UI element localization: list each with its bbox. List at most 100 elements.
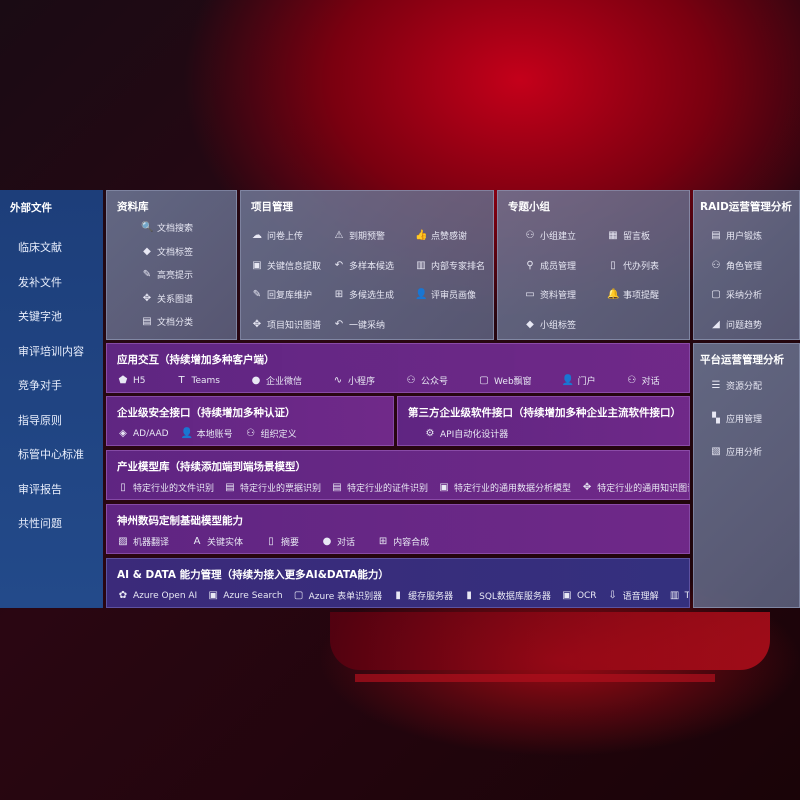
feature-item[interactable]: ▯ 特定行业的文件识别 xyxy=(117,481,214,494)
feature-label: 文档标签 xyxy=(157,247,194,258)
feature-item[interactable]: ↶ 一键采纳 xyxy=(333,318,385,331)
feature-item[interactable]: ↶ 多样本候选 xyxy=(333,259,394,272)
feature-item[interactable]: ⊞ 内容合成 xyxy=(377,535,429,548)
feature-item[interactable]: ⇩ 语音理解 xyxy=(607,589,658,602)
feature-item[interactable]: ∿ 小程序 xyxy=(332,374,375,387)
feature-item[interactable]: ⚇ 组织定义 xyxy=(245,427,297,440)
sidebar-item[interactable]: 竞争对手 xyxy=(18,379,62,392)
feature-label: SQL数据库服务器 xyxy=(479,592,551,602)
ocr-icon: ▣ xyxy=(562,590,572,601)
feature-item[interactable]: 👤 门户 xyxy=(562,374,596,387)
feature-item[interactable]: ▣ OCR xyxy=(561,590,597,601)
feature-label: OCR xyxy=(576,590,597,601)
feature-item[interactable]: ▢ 采纳分析 xyxy=(710,288,762,301)
feature-item[interactable]: ▤ 特定行业的证件识别 xyxy=(331,481,428,494)
translate-icon: ▨ xyxy=(118,536,128,547)
feature-label: 内部专家排名 xyxy=(431,261,486,272)
feature-item[interactable]: ◆ 小组标签 xyxy=(524,318,576,331)
feature-item[interactable]: 👍 点赞感谢 xyxy=(415,229,467,242)
feature-label: H5 xyxy=(133,375,146,386)
feature-item[interactable]: ✎ 回复库维护 xyxy=(251,288,312,301)
feature-label: 特定行业的证件识别 xyxy=(347,484,429,494)
feature-item[interactable]: ▣ 特定行业的通用数据分析模型 xyxy=(438,481,571,494)
feature-item[interactable]: ▤ 特定行业的票据识别 xyxy=(224,481,321,494)
feature-item[interactable]: ⊞ 多候选生成 xyxy=(333,288,394,301)
feature-item[interactable]: ▯ 代办列表 xyxy=(607,259,659,272)
feature-item[interactable]: ▯ 摘要 xyxy=(265,535,299,548)
feature-item[interactable]: ▤ 用户锻炼 xyxy=(710,229,762,242)
feature-item[interactable]: ✥ 关系图谱 xyxy=(141,292,193,305)
feature-item[interactable]: ⚙ API自动化设计器 xyxy=(424,427,509,440)
panel-title: 资料库 xyxy=(117,201,149,213)
sidebar-item[interactable]: 临床文献 xyxy=(18,241,62,254)
feature-item[interactable]: ▮ SQL数据库服务器 xyxy=(463,589,551,602)
feature-label: Teams xyxy=(191,375,220,386)
feature-label: 成员管理 xyxy=(540,261,577,272)
feature-item[interactable]: ⚇ 小组建立 xyxy=(524,229,577,242)
feature-item[interactable]: ☰ 资源分配 xyxy=(710,379,763,392)
feature-label: 项目知识图谱 xyxy=(267,320,322,331)
sidebar-item[interactable]: 共性问题 xyxy=(18,517,62,530)
sidebar-item[interactable]: 关键字池 xyxy=(18,310,62,323)
sidebar-item[interactable]: 指导原则 xyxy=(18,413,62,427)
feature-item[interactable]: ⬟ H5 xyxy=(117,375,146,386)
feature-item[interactable]: ☁ 问卷上传 xyxy=(251,229,303,242)
feature-item[interactable]: 👤 本地账号 xyxy=(181,427,233,440)
sidebar-item[interactable]: 审评报告 xyxy=(18,482,62,496)
feature-item[interactable]: ▚ 应用管理 xyxy=(710,412,762,425)
feature-item[interactable]: ▤ 文档分类 xyxy=(141,315,193,328)
qa-icon: ▢ xyxy=(711,289,721,300)
user-icon: 👤 xyxy=(415,289,428,300)
feature-item[interactable]: ⚇ 公众号 xyxy=(405,374,449,387)
feature-item[interactable]: ⚇ 对话 xyxy=(626,374,660,387)
sidebar-item[interactable]: 发补文件 xyxy=(18,275,62,289)
feature-item[interactable]: 🔍 文档搜索 xyxy=(141,221,193,234)
feature-label: 特定行业的通用数据分析模型 xyxy=(454,484,572,494)
users-icon: ⚇ xyxy=(711,259,721,271)
feature-item[interactable]: ✎ 高亮提示 xyxy=(141,268,193,281)
extract-icon: ▣ xyxy=(252,259,262,271)
feature-item[interactable]: ▥ TTS xyxy=(669,590,689,601)
feature-label: 留言板 xyxy=(623,232,651,242)
feature-item[interactable]: ✥ 项目知识图谱 xyxy=(251,318,321,331)
feature-label: 一键采纳 xyxy=(349,320,386,331)
sidebar-item[interactable]: 审评培训内容 xyxy=(18,344,84,358)
panel-title: 企业级安全接口（持续增加多种认证） xyxy=(117,407,296,419)
feature-item[interactable]: ✥ 特定行业的通用知识图谱模型 xyxy=(581,481,689,494)
feature-label: 特定行业的票据识别 xyxy=(240,484,322,494)
feature-item[interactable]: ◆ 文档标签 xyxy=(141,245,193,258)
feature-item[interactable]: T Teams xyxy=(176,375,220,386)
feature-item[interactable]: ▨ 机器翻译 xyxy=(117,535,169,548)
file-icon: ▯ xyxy=(120,482,126,493)
window-icon: ▢ xyxy=(479,375,489,386)
feature-item[interactable]: ▧ 应用分析 xyxy=(710,445,762,458)
feature-item[interactable]: ▣ Azure Search xyxy=(207,590,282,601)
feature-item[interactable]: ✿ Azure Open AI xyxy=(117,590,197,601)
feature-item[interactable]: ● 企业微信 xyxy=(250,374,302,387)
search-doc-icon: ▣ xyxy=(208,590,218,601)
feature-label: 多样本候选 xyxy=(349,261,395,272)
sidebar-item[interactable]: 标管中心标准 xyxy=(18,448,84,461)
feature-item[interactable]: ▣ 关键信息提取 xyxy=(251,259,321,272)
feature-item[interactable]: ▭ 资料管理 xyxy=(524,288,576,301)
feature-item[interactable]: ⚇ 角色管理 xyxy=(710,259,763,272)
feature-item[interactable]: 🔔 事项提醒 xyxy=(607,288,659,301)
html5-icon: ⬟ xyxy=(118,375,128,386)
feature-item[interactable]: ◈ AD/AAD xyxy=(117,428,168,439)
feature-item[interactable]: ▥ 内部专家排名 xyxy=(415,259,485,272)
background-decoration xyxy=(355,674,715,682)
feature-label: 缓存服务器 xyxy=(408,592,454,602)
local-account-icon: 👤 xyxy=(180,428,194,439)
feature-item[interactable]: ◢ 问题趋势 xyxy=(710,318,762,331)
feature-item[interactable]: ▢ Web飘窗 xyxy=(478,374,531,387)
feature-item[interactable]: ⚲ 成员管理 xyxy=(524,259,576,272)
feature-item[interactable]: ▮ 缓存服务器 xyxy=(392,589,453,602)
feature-item[interactable]: ▢ Azure 表单识别器 xyxy=(293,589,382,602)
feature-item[interactable]: ⚠ 到期预警 xyxy=(333,229,386,242)
feature-item[interactable]: 👤 评审员画像 xyxy=(415,288,476,301)
feature-item[interactable]: ▦ 留言板 xyxy=(607,229,650,242)
wecom-icon: ● xyxy=(251,375,261,386)
id-card-icon: ▤ xyxy=(332,482,342,493)
feature-item[interactable]: A 关键实体 xyxy=(191,535,243,548)
feature-item[interactable]: ● 对话 xyxy=(321,535,355,548)
